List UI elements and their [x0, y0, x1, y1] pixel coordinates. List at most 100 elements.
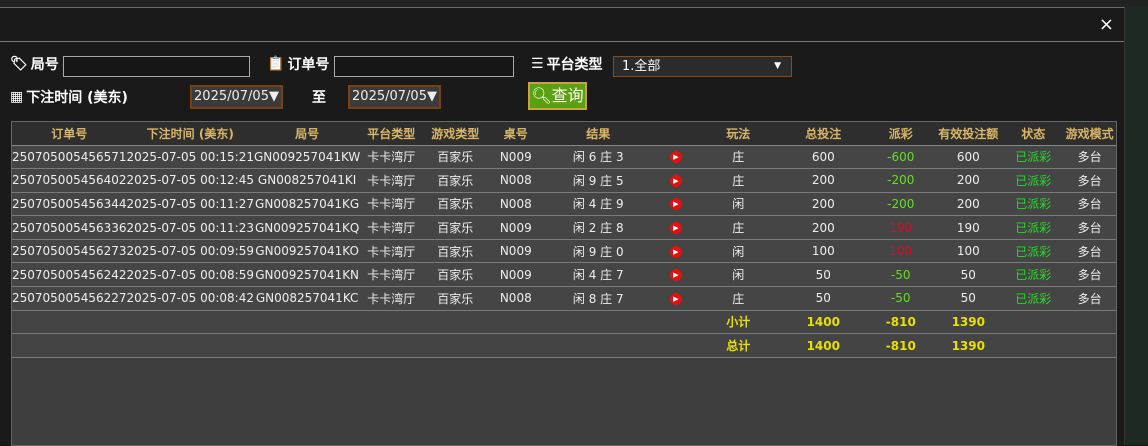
bet-history-modal: × 🏷 局号 📋 订单号 ☰ 平台类型 1.全部 ▼ ▦ 下注时间 (美东) 2025/0… [0, 7, 1125, 446]
table-cell: 2025-07-05 00:09:59 [126, 239, 254, 264]
play-video-icon[interactable]: ▶ [669, 198, 682, 211]
table-cell [543, 310, 654, 335]
column-header: 游戏类型 [422, 122, 489, 146]
table-cell: 已派彩 [1003, 215, 1064, 240]
table-cell: 卡卡湾厅 [360, 239, 423, 264]
column-header: 平台类型 [360, 122, 423, 146]
column-header: 玩法 [698, 122, 779, 146]
table-cell: 100 [868, 239, 934, 264]
table-cell [12, 310, 127, 335]
round-label: 🏷 局号 [10, 56, 59, 73]
table-cell: 百家乐 [422, 262, 489, 288]
subtotal-row: 小计 1400 -810 1390 [12, 310, 1116, 335]
table-cell: 闲 2 庄 8 [543, 215, 654, 240]
order-input[interactable] [334, 56, 514, 77]
play-video-icon[interactable]: ▶ [669, 151, 682, 164]
platform-label: ☰ 平台类型 [531, 56, 603, 73]
table-cell [126, 310, 254, 335]
clipboard-icon: 📋 [267, 56, 285, 72]
table-cell: 多台 [1063, 192, 1116, 217]
column-header: 桌号 [488, 122, 544, 146]
replay-cell: ▶ [653, 239, 699, 264]
table-cell: 190 [868, 215, 934, 240]
table-row: 250705005456402 2025-07-05 00:12:45 GN0082… [12, 168, 1116, 193]
table-cell [653, 310, 699, 335]
background-game [0, 0, 1148, 7]
table-cell: 2025-07-05 00:08:42 [126, 286, 254, 311]
table-cell: 2025-07-05 00:11:23 [126, 215, 254, 240]
table-cell: -810 [868, 333, 934, 358]
calendar-icon: ▦ [10, 89, 24, 105]
table-row: 250705005456571 2025-07-05 00:15:21 GN0092… [12, 145, 1116, 170]
to-label: 至 [312, 90, 326, 106]
tag-icon: 🏷 [10, 56, 28, 72]
table-cell: 闲 [698, 239, 779, 264]
replay-cell: ▶ [653, 286, 699, 311]
table-cell: GN009257041KQ [253, 215, 361, 240]
table-cell: 600 [778, 145, 869, 170]
close-button[interactable]: × [1098, 14, 1114, 35]
table-cell: GN009257041KO [253, 239, 361, 264]
column-header: 下注时间 (美东) [126, 122, 254, 146]
platform-select[interactable]: 1.全部 ▼ [613, 56, 792, 77]
table-cell: 卡卡湾厅 [360, 262, 423, 288]
table-cell: 多台 [1063, 262, 1116, 288]
caret-down-icon: ▼ [774, 61, 781, 71]
play-video-icon[interactable]: ▶ [669, 245, 682, 258]
table-cell: 闲 6 庄 3 [543, 145, 654, 170]
table-cell: 200 [933, 192, 1004, 217]
table-cell: 多台 [1063, 286, 1116, 311]
table-cell: 庄 [698, 168, 779, 193]
table-cell: N008 [488, 286, 544, 311]
column-header: 有效投注额 [933, 122, 1004, 146]
table-cell: 250705005456344 [12, 192, 127, 217]
table-cell: -200 [868, 192, 934, 217]
table-cell: 卡卡湾厅 [360, 145, 423, 170]
table-cell: 百家乐 [422, 145, 489, 170]
column-header [653, 122, 699, 146]
table-row: 250705005456242 2025-07-05 00:08:59 GN0092… [12, 262, 1116, 288]
table-cell: 闲 4 庄 7 [543, 262, 654, 288]
date-from-picker[interactable]: 2025/07/05▼ [190, 85, 283, 109]
table-cell: 2025-07-05 00:15:21 [126, 145, 254, 170]
table-cell: 250705005456402 [12, 168, 127, 193]
column-header: 局号 [253, 122, 361, 146]
table-cell [422, 333, 489, 358]
table-cell: 庄 [698, 145, 779, 170]
table-cell: 190 [933, 215, 1004, 240]
replay-cell: ▶ [653, 192, 699, 217]
table-row: 250705005456336 2025-07-05 00:11:23 GN0092… [12, 215, 1116, 240]
bet-table: 订单号 下注时间 (美东) 局号 平台类型 游戏类型 桌号 结果 玩法 总投注 派彩 有效投注额 状态… [11, 121, 1117, 446]
time-label: ▦ 下注时间 (美东) [10, 89, 128, 106]
query-button[interactable]: 🔍︎查询 [528, 82, 587, 110]
play-video-icon[interactable]: ▶ [669, 292, 682, 305]
table-cell [1003, 333, 1064, 358]
table-cell: 50 [778, 262, 869, 288]
background-game-side [1125, 7, 1148, 445]
table-cell: 250705005456336 [12, 215, 127, 240]
replay-cell: ▶ [653, 262, 699, 288]
column-header: 订单号 [12, 122, 127, 146]
play-video-icon[interactable]: ▶ [669, 222, 682, 235]
round-input[interactable] [63, 56, 250, 77]
table-cell: 百家乐 [422, 286, 489, 311]
table-cell: 卡卡湾厅 [360, 192, 423, 217]
table-cell: -50 [868, 286, 934, 311]
table-cell [422, 310, 489, 335]
table-cell: 50 [933, 262, 1004, 288]
column-header: 状态 [1003, 122, 1064, 146]
table-cell: -50 [868, 262, 934, 288]
play-video-icon[interactable]: ▶ [669, 174, 682, 187]
table-cell: 250705005456571 [12, 145, 127, 170]
table-cell: 1400 [778, 333, 869, 358]
date-to-picker[interactable]: 2025/07/05▼ [348, 85, 441, 109]
table-cell: N009 [488, 262, 544, 288]
table-cell: 已派彩 [1003, 192, 1064, 217]
table-cell: 200 [778, 168, 869, 193]
table-cell: 250705005456242 [12, 262, 127, 288]
table-cell: 600 [933, 145, 1004, 170]
play-video-icon[interactable]: ▶ [669, 269, 682, 282]
table-cell: N009 [488, 145, 544, 170]
table-cell: 百家乐 [422, 239, 489, 264]
server-icon: ☰ [531, 56, 544, 72]
